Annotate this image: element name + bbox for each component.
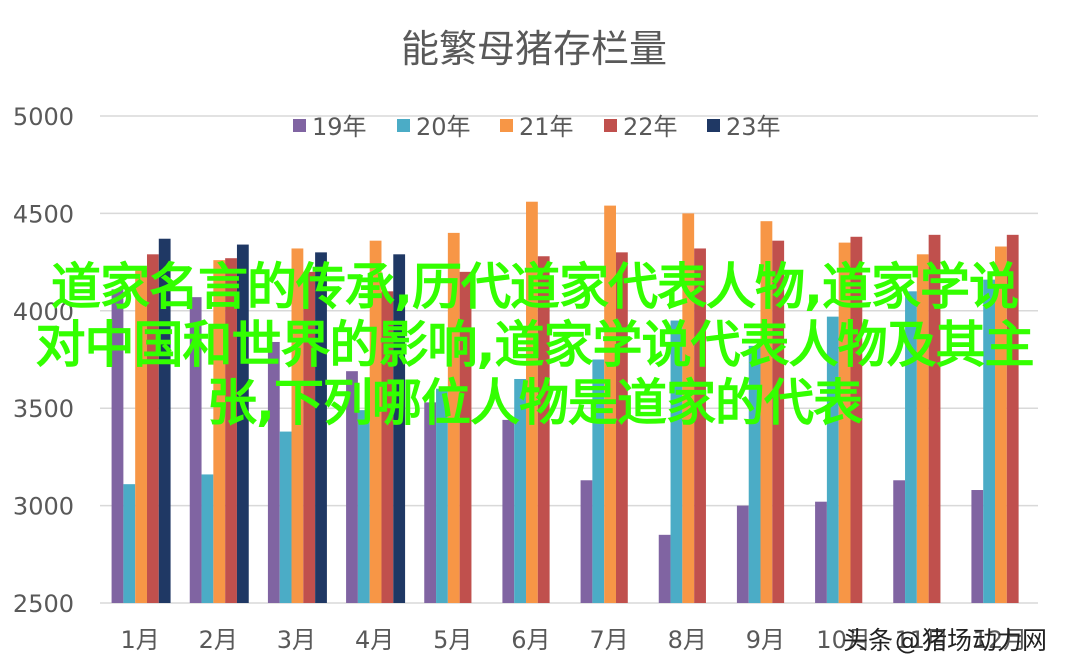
- bar-19年-10月: [815, 501, 827, 603]
- x-axis-ticks: 1月 2月 3月 4月 5月 6月 7月 8月 9月 10月 11月 12月: [120, 626, 1027, 654]
- bar-20年-8月: [670, 320, 683, 603]
- overlay-line-3: 张,下列哪位人物是道家的代表: [207, 374, 863, 432]
- bars: [111, 201, 1019, 604]
- legend-label: 23年: [726, 113, 781, 141]
- bar-22年-2月: [225, 258, 237, 603]
- bar-22年-8月: [694, 248, 706, 604]
- bar-21年-11月: [916, 254, 929, 604]
- bar-19年-4月: [346, 371, 358, 603]
- bar-21年-5月: [447, 232, 460, 603]
- bar-19年-9月: [736, 505, 749, 603]
- x-tick-label: 4月: [355, 626, 394, 654]
- x-tick-label: 2月: [199, 626, 238, 654]
- at-icon: @: [894, 626, 920, 655]
- bar-20年-5月: [436, 388, 448, 603]
- bar-20年-7月: [592, 359, 605, 603]
- bar-19年-3月: [267, 341, 280, 603]
- bar-20年-11月: [905, 291, 917, 603]
- chart-title: 能繁母猪存栏量: [401, 27, 667, 71]
- x-tick-label: 8月: [668, 626, 707, 654]
- legend-label: 22年: [623, 113, 678, 141]
- x-tick-label: 7月: [589, 626, 628, 654]
- legend-swatch: [397, 119, 410, 132]
- bar-21年-7月: [604, 205, 616, 603]
- x-tick-label: 12月: [973, 626, 1028, 654]
- legend-label: 20年: [416, 113, 471, 141]
- bar-22年-3月: [303, 271, 316, 603]
- x-tick-label: 3月: [277, 626, 316, 654]
- bar-20年-9月: [748, 345, 761, 603]
- bar-19年-2月: [189, 297, 202, 603]
- bar-23年-3月: [315, 252, 327, 604]
- overlay-headline: 道家名言的传承,历代道家代表人物,道家学说 对中国和世界的影响,道家学说代表人物…: [0, 258, 1069, 432]
- x-tick-label: 11月: [894, 626, 949, 654]
- legend-swatch: [293, 119, 306, 132]
- legend-swatch: [604, 119, 617, 132]
- y-tick-label: 3500: [13, 395, 74, 423]
- bar-20年-12月: [983, 279, 996, 603]
- bar-22年-4月: [381, 291, 394, 603]
- y-tick-label: 2500: [13, 590, 74, 618]
- bar-21年-1月: [135, 267, 147, 603]
- gridlines: [100, 115, 1038, 604]
- bar-20年-1月: [123, 484, 136, 603]
- y-tick-label: 5000: [13, 103, 74, 131]
- bar-21年-2月: [213, 260, 226, 603]
- bar-20年-3月: [279, 431, 292, 603]
- bar-19年-6月: [502, 419, 515, 603]
- x-tick-label: 10月: [816, 626, 871, 654]
- x-tick-label: 1月: [120, 626, 159, 654]
- bar-22年-12月: [1006, 234, 1019, 603]
- legend-swatch: [500, 119, 513, 132]
- bar-22年-10月: [850, 236, 863, 603]
- watermark: 头条@猪场动力网: [843, 621, 1047, 657]
- bar-21年-9月: [760, 221, 773, 603]
- y-tick-label: 4500: [13, 200, 74, 228]
- watermark-prefix: 头条: [842, 626, 893, 655]
- bar-22年-5月: [459, 271, 472, 603]
- bar-21年-6月: [526, 201, 538, 603]
- legend-label: 21年: [519, 113, 574, 141]
- x-tick-label: 5月: [433, 626, 472, 654]
- x-tick-label: 9月: [746, 626, 785, 654]
- y-tick-label: 3000: [13, 493, 74, 521]
- bar-22年-1月: [146, 254, 159, 604]
- overlay-line-1: 道家名言的传承,历代道家代表人物,道家学说: [51, 258, 1019, 316]
- bar-20年-10月: [826, 316, 839, 603]
- bar-19年-12月: [971, 490, 984, 603]
- y-axis-ticks: 5000 4500 4000 3500 3000 2500: [13, 103, 74, 618]
- bar-20年-6月: [514, 378, 527, 603]
- bar-23年-4月: [393, 254, 406, 604]
- y-tick-label: 4000: [13, 298, 74, 326]
- bar-21年-3月: [291, 248, 304, 604]
- bar-23年-1月: [158, 238, 171, 603]
- bar-19年-1月: [111, 289, 124, 603]
- bar-19年-5月: [424, 402, 437, 603]
- overlay-line-2: 对中国和世界的影响,道家学说代表人物及其主: [35, 316, 1035, 374]
- bar-21年-4月: [369, 240, 382, 603]
- bar-19年-7月: [580, 480, 593, 603]
- bar-22年-9月: [772, 240, 785, 603]
- bar-20年-2月: [201, 474, 214, 603]
- watermark-suffix: 猪场动力网: [921, 626, 1047, 655]
- bar-22年-7月: [615, 252, 628, 604]
- bar-21年-8月: [682, 213, 695, 603]
- bar-20年-4月: [357, 410, 370, 603]
- bar-19年-11月: [893, 480, 906, 603]
- legend-swatch: [707, 119, 720, 132]
- bar-19年-8月: [658, 534, 671, 603]
- bar-22年-6月: [537, 256, 550, 603]
- legend-label: 19年: [312, 113, 367, 141]
- x-tick-label: 6月: [511, 626, 550, 654]
- bar-21年-12月: [995, 246, 1007, 604]
- bar-23年-2月: [236, 244, 249, 603]
- legend: 19年 20年 21年 22年 23年: [293, 113, 781, 141]
- bar-21年-10月: [838, 242, 851, 603]
- bar-22年-11月: [928, 234, 941, 603]
